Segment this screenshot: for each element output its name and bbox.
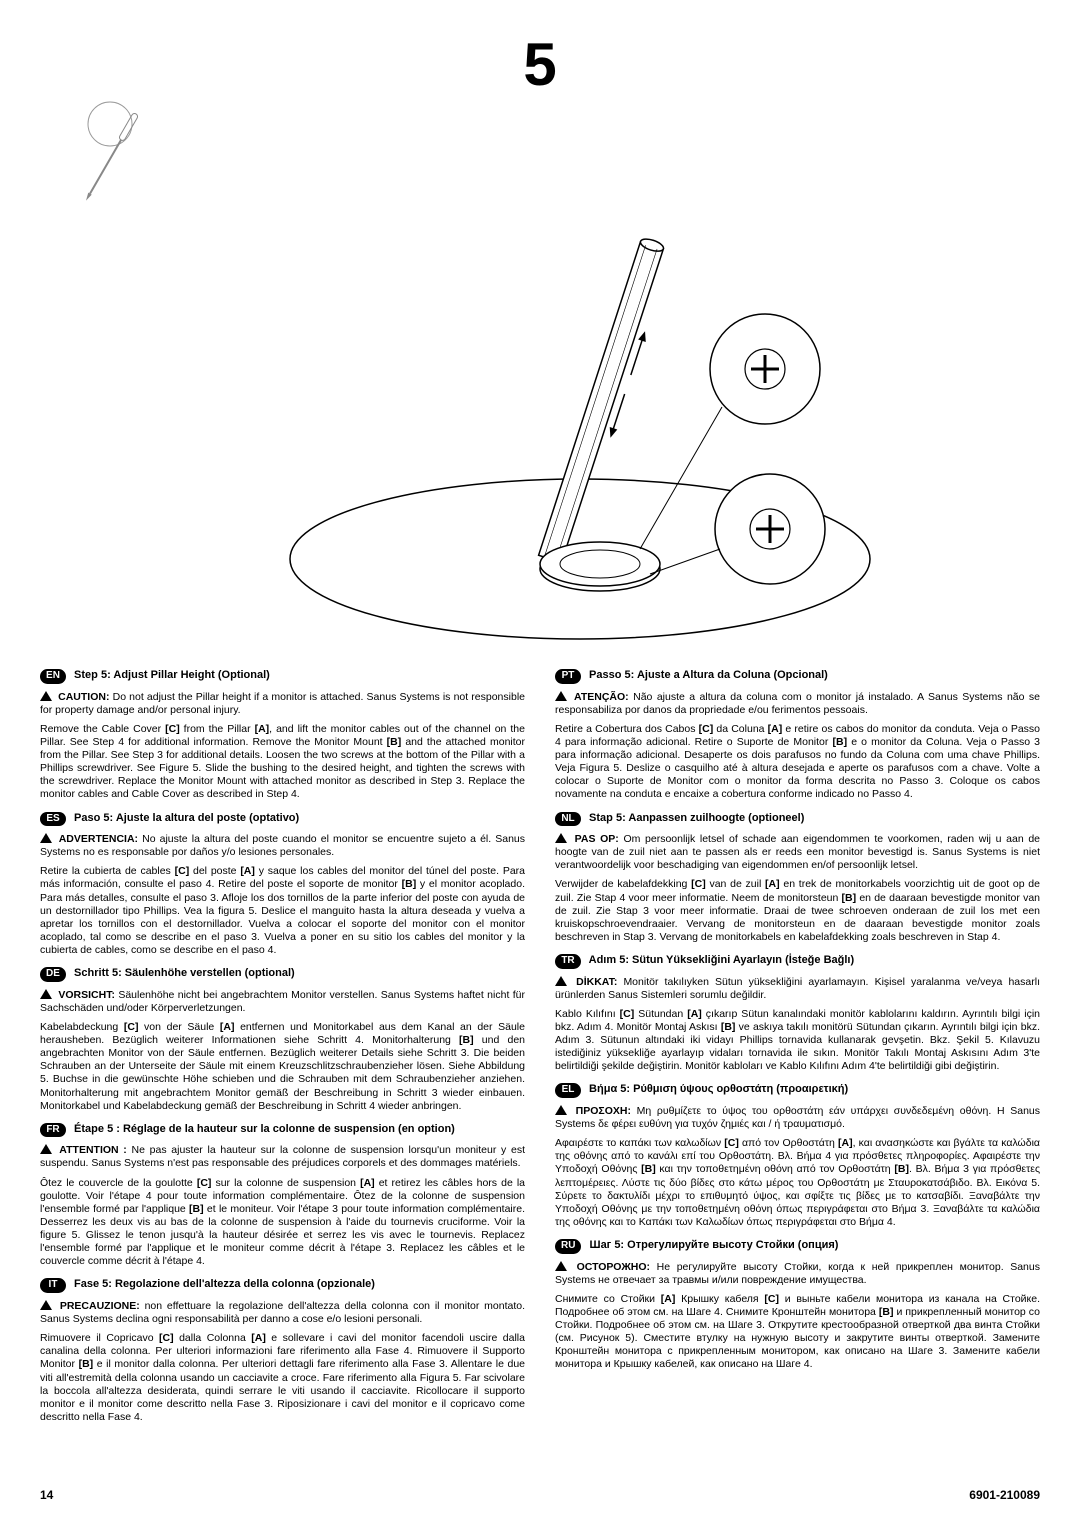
- warning-row: PRECAUZIONE: non effettuare la regolazio…: [40, 1299, 525, 1326]
- warning-row: ADVERTENCIA: No ajuste la altura del pos…: [40, 832, 525, 859]
- screwdriver-icon: [70, 99, 150, 219]
- warning-row: ΠΡΟΣΟΧΗ: Μη ρυθμίζετε το ύψος του ορθοστ…: [555, 1104, 1040, 1131]
- lang-badge: TR: [555, 954, 581, 969]
- warning-row: PAS OP: Om persoonlijk letsel of schade …: [555, 832, 1040, 872]
- lang-section-de: DE Schritt 5: Säulenhöhe verstellen (opt…: [40, 967, 525, 1113]
- warning-icon: [555, 1105, 567, 1115]
- lang-badge: NL: [555, 812, 581, 827]
- lang-badge: IT: [40, 1278, 66, 1293]
- lang-section-ru: RU Шаг 5: Отрегулируйте высоту Стойки (о…: [555, 1239, 1040, 1372]
- warning-row: DİKKAT: Monitör takılıyken Sütun yüksekl…: [555, 975, 1040, 1002]
- warning-icon: [40, 833, 52, 843]
- section-body: Kabelabdeckung [C] von der Säule [A] ent…: [40, 1021, 525, 1113]
- section-heading: ES Paso 5: Ajuste la altura del poste (o…: [40, 812, 525, 827]
- pillar-diagram: [270, 209, 890, 649]
- page-number: 14: [40, 1488, 53, 1502]
- lang-badge: ES: [40, 812, 66, 827]
- section-heading: DE Schritt 5: Säulenhöhe verstellen (opt…: [40, 967, 525, 982]
- section-heading: RU Шаг 5: Отрегулируйте высоту Стойки (о…: [555, 1239, 1040, 1254]
- lang-badge: EN: [40, 669, 66, 684]
- warning-label: ATENÇÃO:: [570, 691, 633, 703]
- lang-badge: RU: [555, 1239, 581, 1254]
- section-heading: FR Étape 5 : Réglage de la hauteur sur l…: [40, 1123, 525, 1138]
- section-heading: NL Stap 5: Aanpassen zuilhoogte (optione…: [555, 812, 1040, 827]
- warning-row: CAUTION: Do not adjust the Pillar height…: [40, 690, 525, 717]
- lang-section-pt: PT Passo 5: Ajuste a Altura da Coluna (O…: [555, 669, 1040, 802]
- section-heading: IT Fase 5: Regolazione dell'altezza dell…: [40, 1278, 525, 1293]
- section-body: Ôtez le couvercle de la goulotte [C] sur…: [40, 1177, 525, 1269]
- warning-icon: [40, 1144, 52, 1154]
- section-body: Rimuovere il Copricavo [C] dalla Colonna…: [40, 1332, 525, 1424]
- lang-badge: FR: [40, 1123, 66, 1138]
- warning-icon: [555, 1261, 567, 1271]
- warning-label: ОСТОРОЖНО:: [570, 1261, 657, 1273]
- section-body: Verwijder de kabelafdekking [C] van de z…: [555, 878, 1040, 944]
- lang-section-es: ES Paso 5: Ajuste la altura del poste (o…: [40, 812, 525, 958]
- warning-icon: [40, 1300, 52, 1310]
- footer: 14 6901-210089: [40, 1488, 1040, 1502]
- lang-section-fr: FR Étape 5 : Réglage de la hauteur sur l…: [40, 1123, 525, 1269]
- section-body: Снимите со Стойки [A] Крышку кабеля [C] …: [555, 1293, 1040, 1372]
- warning-icon: [555, 691, 567, 701]
- warning-label: PRECAUZIONE:: [55, 1300, 145, 1312]
- lang-badge: EL: [555, 1083, 581, 1098]
- lang-badge: PT: [555, 669, 581, 684]
- warning-icon: [40, 989, 52, 999]
- step-number: 5: [40, 30, 1040, 99]
- lang-section-el: EL Βήμα 5: Ρύθμιση ύψους ορθοστάτη (προα…: [555, 1083, 1040, 1229]
- warning-label: ΠΡΟΣΟΧΗ:: [570, 1105, 637, 1117]
- warning-row: ATTENTION : Ne pas ajuster la hauteur su…: [40, 1143, 525, 1170]
- section-body: Remove the Cable Cover [C] from the Pill…: [40, 723, 525, 802]
- warning-icon: [555, 833, 567, 843]
- section-body: Kablo Kılıfını [C] Sütundan [A] çıkarıp …: [555, 1008, 1040, 1074]
- warning-icon: [555, 976, 567, 986]
- diagram-area: [40, 109, 1040, 649]
- lang-section-nl: NL Stap 5: Aanpassen zuilhoogte (optione…: [555, 812, 1040, 945]
- section-heading: EL Βήμα 5: Ρύθμιση ύψους ορθοστάτη (προα…: [555, 1083, 1040, 1098]
- lang-section-it: IT Fase 5: Regolazione dell'altezza dell…: [40, 1278, 525, 1424]
- warning-label: DİKKAT:: [570, 976, 623, 988]
- warning-row: ОСТОРОЖНО: Не регулируйте высоту Стойки,…: [555, 1260, 1040, 1287]
- section-heading: TR Adım 5: Sütun Yüksekliğini Ayarlayın …: [555, 954, 1040, 969]
- text-columns: EN Step 5: Adjust Pillar Height (Optiona…: [40, 669, 1040, 1434]
- warning-row: ATENÇÃO: Não ajuste a altura da coluna c…: [555, 690, 1040, 717]
- section-body: Retire a Cobertura dos Cabos [C] da Colu…: [555, 723, 1040, 802]
- warning-row: VORSICHT: Säulenhöhe nicht bei angebrach…: [40, 988, 525, 1015]
- doc-number: 6901-210089: [969, 1488, 1040, 1502]
- warning-icon: [40, 691, 52, 701]
- warning-label: PAS OP:: [570, 833, 623, 845]
- lang-badge: DE: [40, 967, 66, 982]
- warning-label: ADVERTENCIA:: [55, 833, 142, 845]
- section-heading: PT Passo 5: Ajuste a Altura da Coluna (O…: [555, 669, 1040, 684]
- section-body: Αφαιρέστε το καπάκι των καλωδίων [C] από…: [555, 1137, 1040, 1229]
- warning-label: ATTENTION :: [55, 1144, 132, 1156]
- section-body: Retire la cubierta de cables [C] del pos…: [40, 865, 525, 957]
- lang-section-tr: TR Adım 5: Sütun Yüksekliğini Ayarlayın …: [555, 954, 1040, 1073]
- lang-section-en: EN Step 5: Adjust Pillar Height (Optiona…: [40, 669, 525, 802]
- section-heading: EN Step 5: Adjust Pillar Height (Optiona…: [40, 669, 525, 684]
- warning-label: VORSICHT:: [55, 989, 118, 1001]
- warning-label: CAUTION:: [55, 691, 113, 703]
